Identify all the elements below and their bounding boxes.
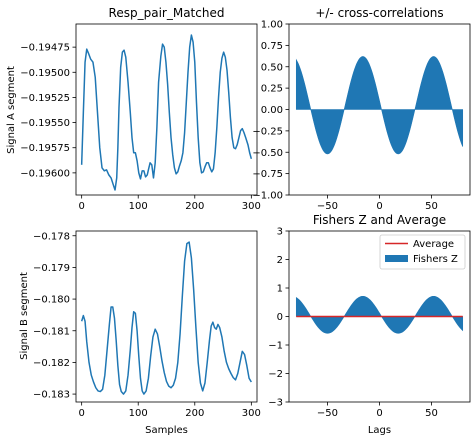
y-tick-label: −3 (268, 398, 283, 409)
y-tick-label: 0.75 (261, 41, 283, 52)
x-tick-label: 0 (376, 201, 382, 212)
y-tick-label: −0.182 (33, 358, 70, 369)
x-tick-label: 0 (376, 408, 382, 419)
y-axis-cross-correlations: −1.00 −0.75 −0.50 −0.25 0.00 0.25 0.50 0.75 1.00 (252, 20, 289, 202)
y-tick-label: −0.50 (252, 148, 283, 159)
x-tick-label: 200 (185, 408, 204, 419)
title-signal-a: Resp_pair_Matched (109, 6, 225, 20)
legend-fishers-z-label: Fishers Z (413, 254, 458, 265)
x-tick-label: 300 (242, 408, 261, 419)
x-tick-label: 50 (425, 408, 438, 419)
y-tick-label: 0.00 (261, 105, 283, 116)
x-axis-signal-a: 0 100 200 300 (78, 195, 261, 212)
y-axis-fishers-z: −3 −2 −1 0 1 2 3 (268, 227, 289, 409)
x-axis-fishers-z: −50 0 50 (317, 402, 438, 419)
ylabel-signal-b: Signal B segment (19, 272, 30, 360)
area-fill (295, 56, 464, 155)
legend-average-label: Average (413, 239, 454, 250)
xlabel-signal-b: Samples (145, 425, 188, 436)
x-tick-label: −50 (317, 201, 338, 212)
y-tick-label: −0.19500 (20, 68, 70, 79)
x-tick-label: 100 (129, 408, 148, 419)
title-fishers-z: Fishers Z and Average (313, 213, 446, 227)
x-tick-label: −50 (317, 408, 338, 419)
y-tick-label: −0.25 (252, 126, 283, 137)
y-tick-label: 1.00 (261, 20, 283, 31)
series-signal-b (80, 241, 252, 395)
y-tick-label: −0.19525 (20, 93, 70, 104)
y-axis-signal-b: −0.178 −0.179 −0.180 −0.181 −0.182 −0.183 (33, 231, 76, 401)
title-cross-correlations: +/- cross-correlations (315, 6, 443, 20)
series-line (80, 241, 252, 395)
frame-signal-a (75, 23, 258, 196)
panel-signal-b: 0 100 200 300 −0.178 −0.179 −0.180 −0.181 −0.18… (19, 230, 261, 436)
ylabel-signal-a: Signal A segment (6, 66, 17, 154)
y-tick-label: −0.179 (33, 263, 70, 274)
x-axis-cross-correlations: −50 0 50 (317, 195, 438, 212)
y-axis-signal-a: −0.19475 −0.19500 −0.19525 −0.19550 −0.19575… (20, 43, 76, 179)
y-tick-label: 1 (277, 284, 283, 295)
y-tick-label: −0.19475 (20, 43, 70, 54)
x-tick-label: 0 (78, 201, 84, 212)
frame-signal-b (75, 230, 258, 403)
panel-cross-correlations: +/- cross-correlations −50 0 50 −1.00 −0.75… (252, 6, 471, 212)
y-tick-label: −0.19550 (20, 118, 70, 129)
x-tick-label: 300 (242, 201, 261, 212)
x-tick-label: 0 (78, 408, 84, 419)
y-tick-label: 0 (277, 312, 283, 323)
y-tick-label: 0.50 (261, 62, 283, 73)
area-fishers-z (295, 295, 464, 334)
y-tick-label: 3 (277, 227, 283, 238)
y-tick-label: −1.00 (252, 191, 283, 202)
area-cross-correlations (295, 56, 464, 155)
panel-signal-a: Resp_pair_Matched 0 100 200 300 −0.19475−0.… (6, 6, 261, 212)
xlabel-fishers-z: Lags (368, 425, 391, 436)
y-tick-label: −0.181 (33, 326, 70, 337)
y-tick-label: 2 (277, 255, 283, 266)
x-axis-signal-b: 0 100 200 300 (78, 402, 261, 419)
y-tick-label: 0.25 (261, 84, 283, 95)
y-tick-label: −0.178 (33, 231, 70, 242)
legend: Average Fishers Z (379, 234, 466, 270)
y-tick-label: −0.19600 (20, 168, 70, 179)
y-tick-label: −1 (268, 341, 283, 352)
y-tick-label: −2 (268, 369, 283, 380)
area-fill (295, 295, 464, 334)
y-tick-label: −0.75 (252, 169, 283, 180)
series-signal-a (80, 34, 253, 191)
x-tick-label: 200 (185, 201, 204, 212)
y-tick-label: −0.19575 (20, 143, 70, 154)
panel-fishers-z: Fishers Z and Average −50 0 50 −3−2−10123 … (268, 213, 471, 436)
y-tick-label: −0.180 (33, 295, 70, 306)
y-tick-label: −0.183 (33, 390, 70, 401)
series-line (80, 34, 253, 191)
legend-fishers-z-swatch (385, 255, 408, 262)
x-tick-label: 100 (129, 201, 148, 212)
x-tick-label: 50 (425, 201, 438, 212)
